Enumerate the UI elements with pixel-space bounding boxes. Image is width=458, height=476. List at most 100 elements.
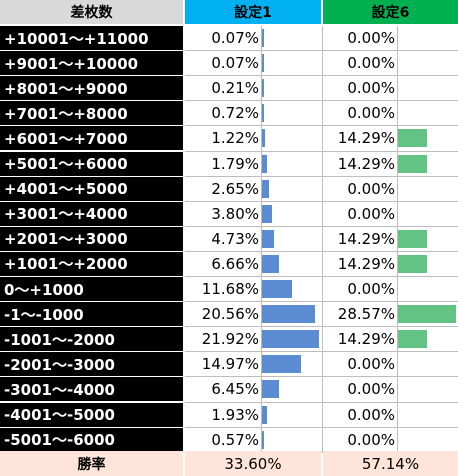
footer-win-rate-label: 勝率 [0, 451, 183, 476]
row-divider [185, 225, 458, 227]
setting6-bar-cell [397, 151, 458, 176]
row-label: -3001～-4000 [0, 377, 183, 402]
row-label: +5001～+6000 [0, 151, 183, 176]
row-divider [185, 75, 458, 77]
setting6-bar-cell [397, 226, 458, 251]
row-label: 0～+1000 [0, 277, 183, 302]
row-divider [185, 451, 458, 453]
setting6-percent: 0.00% [323, 26, 397, 51]
setting1-percent: 1.93% [185, 402, 261, 427]
setting6-percent: 0.00% [323, 201, 397, 226]
setting1-percent: 0.57% [185, 427, 261, 452]
setting1-percent: 0.72% [185, 101, 261, 126]
setting6-percent: 28.57% [323, 302, 397, 327]
setting1-percent: 4.73% [185, 226, 261, 251]
row-label: -5001～-6000 [0, 427, 183, 452]
setting1-percent: 14.97% [185, 352, 261, 377]
row-divider [185, 100, 458, 102]
setting6-bar-cell [397, 302, 458, 327]
setting6-bar [398, 229, 427, 248]
setting6-bar-cell [397, 76, 458, 101]
setting1-bar-cell [261, 277, 321, 302]
setting1-percent: 20.56% [185, 302, 261, 327]
setting6-percent: 0.00% [323, 352, 397, 377]
setting1-bar-cell [261, 126, 321, 151]
header-setting1: 設定1 [185, 0, 321, 24]
column-divider [397, 26, 398, 453]
row-divider [185, 50, 458, 52]
setting6-bar [398, 330, 427, 349]
setting6-bar-cell [397, 51, 458, 76]
setting6-percent: 14.29% [323, 126, 397, 151]
setting6-bar-cell [397, 251, 458, 276]
setting1-bar-cell [261, 26, 321, 51]
row-label: +4001～+5000 [0, 176, 183, 201]
row-label: -1001～-2000 [0, 327, 183, 352]
setting1-bar [262, 330, 319, 349]
setting6-percent: 0.00% [323, 427, 397, 452]
setting6-percent: 14.29% [323, 151, 397, 176]
setting1-percent: 0.21% [185, 76, 261, 101]
setting6-percent: 0.00% [323, 101, 397, 126]
setting1-bar [262, 204, 272, 223]
row-divider [185, 401, 458, 403]
setting6-bar [398, 129, 427, 148]
row-label: +10001～+11000 [0, 26, 183, 51]
setting1-percent: 2.65% [185, 176, 261, 201]
setting1-bar [262, 430, 264, 449]
setting1-bar-cell [261, 151, 321, 176]
setting6-percent: 0.00% [323, 377, 397, 402]
setting6-bar-cell [397, 352, 458, 377]
setting1-percent: 1.79% [185, 151, 261, 176]
row-divider [185, 125, 458, 127]
row-label: -1～-1000 [0, 302, 183, 327]
row-label: -2001～-3000 [0, 352, 183, 377]
header-setting6: 設定6 [323, 0, 458, 24]
setting6-bar-cell [397, 427, 458, 452]
row-label: +9001～+10000 [0, 51, 183, 76]
setting1-bar-cell [261, 427, 321, 452]
setting6-bar [398, 305, 456, 324]
row-divider [185, 175, 458, 177]
setting6-bar-cell [397, 101, 458, 126]
setting1-bar [262, 179, 269, 198]
setting6-percent: 14.29% [323, 251, 397, 276]
row-divider [185, 250, 458, 252]
row-label: +3001～+4000 [0, 201, 183, 226]
setting6-bar-cell [397, 26, 458, 51]
setting6-bar [398, 154, 427, 173]
setting1-percent: 6.45% [185, 377, 261, 402]
setting1-bar [262, 104, 264, 123]
setting1-percent: 21.92% [185, 327, 261, 352]
setting1-bar-cell [261, 51, 321, 76]
setting6-bar-cell [397, 201, 458, 226]
setting1-percent: 6.66% [185, 251, 261, 276]
setting1-bar [262, 355, 301, 374]
row-divider [185, 301, 458, 303]
footer-setting6-win-rate: 57.14% [323, 451, 458, 476]
setting1-bar [262, 380, 279, 399]
setting1-bar-cell [261, 352, 321, 377]
setting1-bar-cell [261, 327, 321, 352]
row-divider [185, 276, 458, 277]
row-divider [185, 326, 458, 328]
setting1-bar [262, 79, 264, 98]
column-divider [322, 26, 323, 453]
setting1-percent: 0.07% [185, 26, 261, 51]
setting1-percent: 0.07% [185, 51, 261, 76]
setting1-bar [262, 229, 275, 248]
setting1-bar-cell [261, 377, 321, 402]
setting1-bar [262, 305, 316, 324]
setting1-bar [262, 280, 293, 299]
setting1-bar-cell [261, 101, 321, 126]
setting1-bar-cell [261, 302, 321, 327]
setting1-percent: 1.22% [185, 126, 261, 151]
row-divider [185, 150, 458, 152]
column-divider [261, 26, 262, 453]
setting1-bar-cell [261, 176, 321, 201]
setting6-bar-cell [397, 402, 458, 427]
setting1-bar-cell [261, 201, 321, 226]
setting6-bar-cell [397, 377, 458, 402]
setting6-percent: 0.00% [323, 51, 397, 76]
setting1-bar [262, 405, 268, 424]
